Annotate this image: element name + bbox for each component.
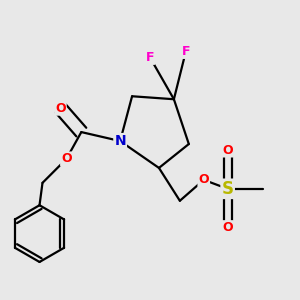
Text: O: O (55, 102, 66, 115)
Text: F: F (146, 51, 154, 64)
Text: S: S (222, 180, 234, 198)
Text: F: F (182, 45, 190, 58)
Text: O: O (198, 173, 209, 186)
Text: N: N (114, 134, 126, 148)
Text: O: O (61, 152, 72, 166)
Text: O: O (222, 221, 233, 234)
Text: O: O (222, 143, 233, 157)
